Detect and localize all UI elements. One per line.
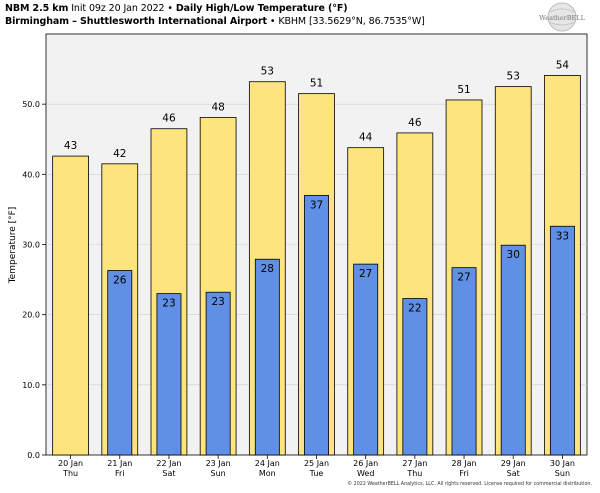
high-temp-label: 53 [261,66,274,78]
low-temp-bar [156,293,182,456]
x-tick-date: 23 Jan [206,459,231,468]
x-tick-day: Wed [357,469,374,478]
x-tick-date: 28 Jan [452,459,477,468]
low-temp-label: 28 [261,263,274,275]
x-tick-day: Thu [62,469,78,478]
x-tick-day: Mon [259,469,276,478]
low-temp-label: 27 [457,272,470,284]
low-temp-label: 26 [113,274,127,286]
x-tick-day: Fri [459,469,469,478]
bar-labels: 43 42 26 46 23 48 23 53 28 51 37 44 27 46 22 51 27 53 30 54… [64,59,569,314]
x-tick-day: Sat [162,469,175,478]
product-title: Daily High/Low Temperature (°F) [175,3,348,14]
copyright-footer: © 2022 WeatherBELL Analytics, LLC. All r… [347,482,592,487]
high-temp-label: 43 [64,140,77,152]
low-temp-bar [451,267,477,456]
low-temp-label: 22 [408,303,421,315]
y-tick-label: 30.0 [22,241,40,250]
x-tick-date: 22 Jan [156,459,181,468]
x-tick-date: 26 Jan [353,459,378,468]
low-temp-label: 33 [556,230,569,242]
low-temp-bar [402,298,428,456]
x-tick-day: Tue [309,469,324,478]
chart-header-line-2: Birmingham – Shuttlesworth International… [5,16,425,27]
low-temp-label: 27 [359,268,372,280]
high-temp-label: 54 [556,59,570,71]
high-temp-label: 53 [507,71,520,83]
high-temp-label: 48 [211,101,224,113]
low-temp-label: 30 [507,249,520,261]
x-tick-day: Fri [115,469,125,478]
high-temp-label: 46 [162,113,176,125]
x-tick-day: Thu [406,469,422,478]
high-temp-label: 51 [457,84,470,96]
low-temp-bar [205,291,231,456]
high-temp-bar [52,155,89,456]
station-info: • KBHM [33.5629°N, 86.7535°W] [269,16,425,27]
y-tick-label: 20.0 [22,311,40,320]
low-temp-bar [353,263,379,456]
init-time: Init 09z 20 Jan 2022 [71,3,165,14]
x-tick-day: Sat [507,469,520,478]
x-tick-day: Sun [211,469,226,478]
low-temp-label: 23 [162,298,175,310]
x-tick-date: 30 Jan [550,459,575,468]
y-tick-label: 10.0 [22,381,40,390]
low-temp-label: 37 [310,199,323,211]
x-tick-date: 27 Jan [402,459,427,468]
x-tick-date: 21 Jan [107,459,132,468]
y-axis-label: Temperature [°F] [8,207,18,285]
x-tick-date: 25 Jan [304,459,329,468]
low-temp-bar [254,258,280,456]
high-temp-label: 42 [113,148,126,160]
y-axis: 0.0 10.0 20.0 30.0 40.0 50.0 [22,100,46,460]
x-tick-date: 29 Jan [501,459,526,468]
x-tick-date: 24 Jan [255,459,280,468]
low-temp-bar [304,194,329,456]
model-name: NBM 2.5 km [5,3,69,14]
high-temp-label: 46 [408,117,422,129]
high-temp-label: 44 [359,132,373,144]
logo-text: WeatherBELL [539,14,585,22]
x-tick-date: 20 Jan [58,459,83,468]
y-tick-label: 0.0 [27,451,40,460]
weatherbell-logo: WeatherBELL [539,2,586,32]
high-temp-label: 51 [310,78,323,90]
separator: • [167,3,173,14]
chart-header-line-1: NBM 2.5 km Init 09z 20 Jan 2022 • Daily … [5,3,348,14]
low-temp-bar [107,270,133,456]
low-temp-bar [549,225,575,456]
x-tick-day: Sun [555,469,570,478]
bars [52,74,581,456]
y-tick-label: 40.0 [22,170,40,179]
location-name: Birmingham – Shuttlesworth International… [5,16,267,27]
low-temp-label: 23 [211,296,224,308]
low-temp-bar [500,244,526,456]
y-tick-label: 50.0 [22,100,40,109]
